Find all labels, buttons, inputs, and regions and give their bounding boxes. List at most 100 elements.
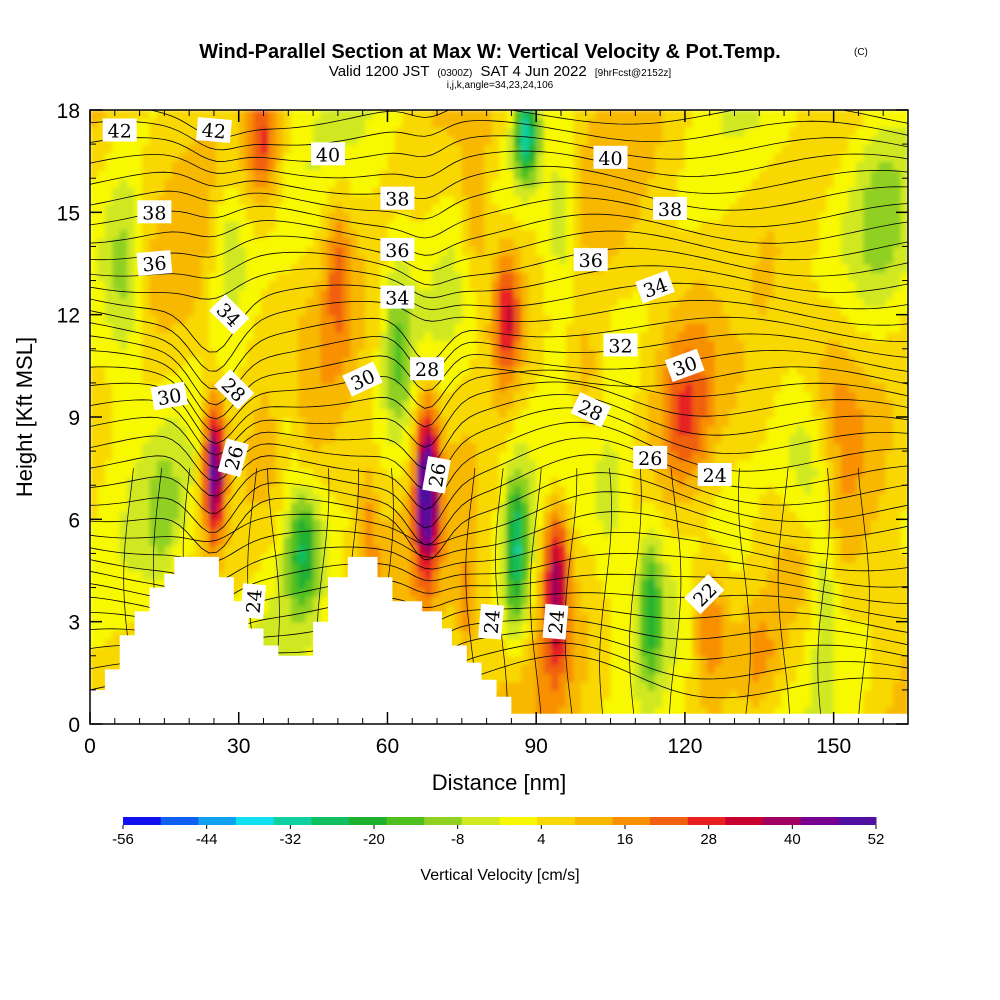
- theta-contour: [90, 247, 908, 286]
- contour-label-text: 24: [545, 609, 569, 635]
- theta-contour: [90, 150, 908, 179]
- colorbar-tick-label: 28: [700, 831, 717, 848]
- x-tick-label: 150: [816, 735, 851, 758]
- y-tick-label: 9: [68, 407, 80, 430]
- colorbar-segment: [461, 817, 500, 825]
- theta-contour: [738, 468, 751, 724]
- theta-contour: [857, 468, 870, 724]
- colorbar-segment: [725, 817, 764, 825]
- y-tick-label: 0: [68, 714, 80, 737]
- theta-contour: [668, 468, 682, 724]
- theta-contour: [90, 135, 908, 162]
- contour-label-text: 26: [425, 461, 451, 489]
- contour-label: 40: [593, 145, 628, 170]
- subtitle-valid: Valid 1200 JST: [329, 63, 429, 80]
- contour-label: 42: [102, 118, 137, 143]
- contour-label-text: 42: [108, 121, 132, 143]
- contour-label: 26: [217, 438, 249, 478]
- contour-label: 36: [573, 248, 608, 272]
- contour-label: 24: [240, 583, 267, 620]
- contour-label: 24: [542, 603, 569, 640]
- contour-label-text: 36: [579, 250, 603, 272]
- y-tick-label: 18: [57, 100, 80, 123]
- theta-contour: [90, 437, 908, 529]
- colorbar-segment: [311, 817, 350, 825]
- contour-label: 26: [422, 456, 451, 494]
- theta-contour: [90, 407, 908, 490]
- contour-label: 36: [380, 237, 415, 262]
- theta-contour: [629, 468, 642, 724]
- theta-contour: [90, 349, 908, 420]
- subtitle-date: SAT 4 Jun 2022: [481, 63, 587, 80]
- contour-label-text: 24: [703, 465, 727, 487]
- subtitle-params: i,j,k,angle=34,23,24,106: [447, 80, 554, 91]
- contour-label-text: 36: [141, 252, 167, 276]
- colorbar-segment: [612, 817, 651, 825]
- y-tick-label: 12: [57, 305, 80, 328]
- theta-contour: [90, 265, 908, 300]
- theta-contour: [90, 299, 908, 372]
- theta-contour: [90, 120, 908, 151]
- theta-contour: [90, 369, 908, 444]
- contour-label: 26: [633, 445, 668, 470]
- contour-label-text: 30: [156, 385, 184, 411]
- vertical-velocity-field: [90, 110, 908, 724]
- colorbar-segment: [424, 817, 463, 825]
- theta-contour: [90, 421, 908, 510]
- contour-label-text: 28: [415, 359, 439, 381]
- colorbar: -56 -44 -32 -20 -8 4 16 28 40 52: [112, 817, 884, 848]
- colorbar-segment: [537, 817, 576, 825]
- contour-label-text: 26: [638, 448, 662, 470]
- contour-label-text: 40: [316, 144, 340, 166]
- y-tick-label: 3: [68, 612, 80, 635]
- subtitle-forecast: [9hrFcst@2152z]: [595, 68, 672, 79]
- contour-label-text: 38: [385, 189, 409, 211]
- title-mark: (C): [854, 47, 868, 58]
- contour-label: 42: [196, 117, 232, 144]
- colorbar-segment: [687, 817, 726, 825]
- colorbar-tick-label: -44: [196, 831, 218, 848]
- x-axis-label: Distance [nm]: [432, 770, 567, 795]
- contour-label: 24: [697, 463, 732, 487]
- colorbar-segment: [160, 817, 199, 825]
- subtitle-line: Valid 1200 JST (0300Z) SAT 4 Jun 2022 [9…: [329, 63, 672, 80]
- theta-contour: [599, 468, 612, 724]
- theta-contour: [90, 181, 908, 220]
- colorbar-tick-label: 16: [617, 831, 634, 848]
- theta-contour: [90, 213, 908, 256]
- colorbar-tick-label: 40: [784, 831, 801, 848]
- colorbar-segment: [348, 817, 387, 825]
- terrain-mask: [90, 556, 908, 724]
- contour-label: 32: [603, 333, 638, 357]
- contour-label-text: 34: [385, 288, 409, 310]
- theta-contour: [777, 468, 791, 724]
- contour-label: 30: [150, 381, 188, 411]
- contour-label: 34: [380, 285, 415, 310]
- theta-contour: [564, 468, 578, 724]
- colorbar-tick-label: -56: [112, 831, 134, 848]
- contour-label-text: 32: [608, 335, 632, 357]
- contour-label-text: 42: [201, 119, 227, 143]
- contour-label: 38: [137, 200, 172, 224]
- colorbar-segment: [838, 817, 877, 825]
- colorbar-segment: [499, 817, 538, 825]
- colorbar-label: Vertical Velocity [cm/s]: [420, 867, 579, 884]
- x-tick-label: 0: [84, 735, 96, 758]
- contour-label-text: 38: [658, 199, 682, 221]
- theta-contour: [90, 472, 908, 561]
- y-tick-label: 6: [68, 509, 80, 532]
- contour-label: 28: [410, 357, 445, 381]
- colorbar-segment: [574, 817, 613, 825]
- x-tick-label: 60: [376, 735, 399, 758]
- contour-label: 38: [380, 186, 415, 211]
- x-tick-label: 30: [227, 735, 250, 758]
- colorbar-tick-label: -32: [279, 831, 301, 848]
- colorbar-segment: [273, 817, 312, 825]
- subtitle-utc: (0300Z): [437, 68, 472, 79]
- x-tick-label: 90: [525, 735, 548, 758]
- colorbar-segment: [198, 817, 237, 825]
- colorbar-segment: [235, 817, 274, 825]
